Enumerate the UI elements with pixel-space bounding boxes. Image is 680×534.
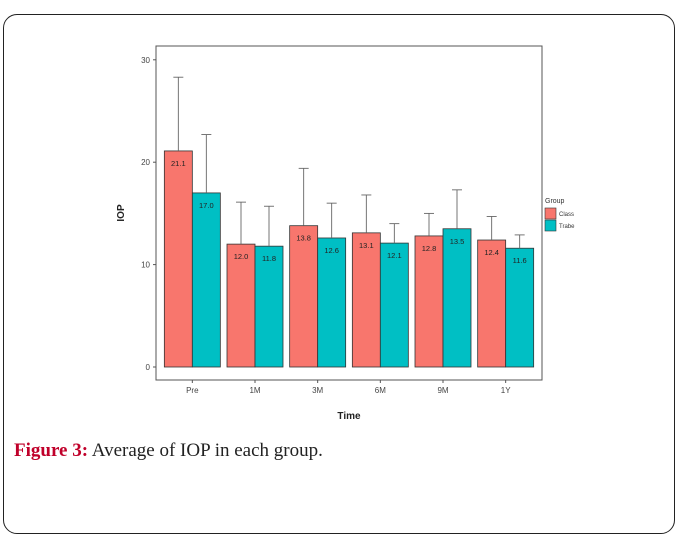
data-label: 17.0 bbox=[199, 201, 214, 210]
bar-trabe-1y bbox=[505, 247, 535, 368]
data-label: 12.8 bbox=[422, 244, 437, 253]
x-tick-label: Pre bbox=[186, 386, 199, 395]
x-axis-title: Time bbox=[337, 411, 361, 422]
bar-class-9m bbox=[414, 235, 444, 368]
figure-caption: Figure 3: Average of IOP in each group. bbox=[14, 440, 323, 462]
data-label: 12.6 bbox=[324, 246, 339, 255]
bar-trabe-3m bbox=[317, 237, 347, 368]
iop-bar-chart: 0 10 20 30 Pre 1M 3M 6M 9M 1Y 21.1 17.0 12.0 11.8 13.… bbox=[116, 45, 575, 422]
y-tick-label: 0 bbox=[146, 363, 151, 372]
x-tick-label: 1Y bbox=[501, 386, 511, 395]
legend-key-class bbox=[544, 207, 557, 220]
bar-trabe-pre bbox=[191, 192, 221, 368]
x-tick-label: 9M bbox=[437, 386, 448, 395]
data-label: 21.1 bbox=[171, 159, 186, 168]
bar-class-1y bbox=[477, 239, 507, 368]
y-tick-label: 30 bbox=[141, 56, 150, 65]
bar-class-pre bbox=[163, 150, 193, 368]
y-tick-label: 10 bbox=[141, 261, 150, 270]
legend-title: Group bbox=[545, 198, 565, 205]
x-tick-label: 6M bbox=[375, 386, 386, 395]
legend-label-class: Class bbox=[559, 212, 574, 218]
caption-text: Average of IOP in each group. bbox=[88, 440, 323, 461]
x-tick-label: 3M bbox=[312, 386, 323, 395]
x-tick-label: 1M bbox=[249, 386, 260, 395]
data-label: 13.8 bbox=[296, 234, 311, 243]
legend: Group Class Trabe bbox=[544, 198, 575, 232]
bar-trabe-6m bbox=[379, 242, 409, 368]
y-tick-label: 20 bbox=[141, 158, 150, 167]
bar-trabe-1m bbox=[254, 245, 284, 368]
bar-class-6m bbox=[351, 232, 381, 368]
legend-label-trabe: Trabe bbox=[559, 224, 575, 230]
data-label: 11.8 bbox=[262, 254, 276, 263]
data-label: 13.1 bbox=[359, 241, 374, 250]
data-label: 11.6 bbox=[513, 256, 527, 265]
legend-key-trabe bbox=[544, 219, 557, 232]
caption-label: Figure 3: bbox=[14, 440, 89, 461]
data-label: 12.4 bbox=[484, 248, 499, 257]
y-axis-title: IOP bbox=[116, 204, 127, 222]
bar-trabe-9m bbox=[442, 228, 472, 368]
bar-class-3m bbox=[289, 225, 319, 368]
bar-class-1m bbox=[226, 243, 256, 368]
data-label: 13.5 bbox=[450, 237, 465, 246]
data-label: 12.1 bbox=[387, 251, 402, 260]
data-label: 12.0 bbox=[234, 252, 249, 261]
